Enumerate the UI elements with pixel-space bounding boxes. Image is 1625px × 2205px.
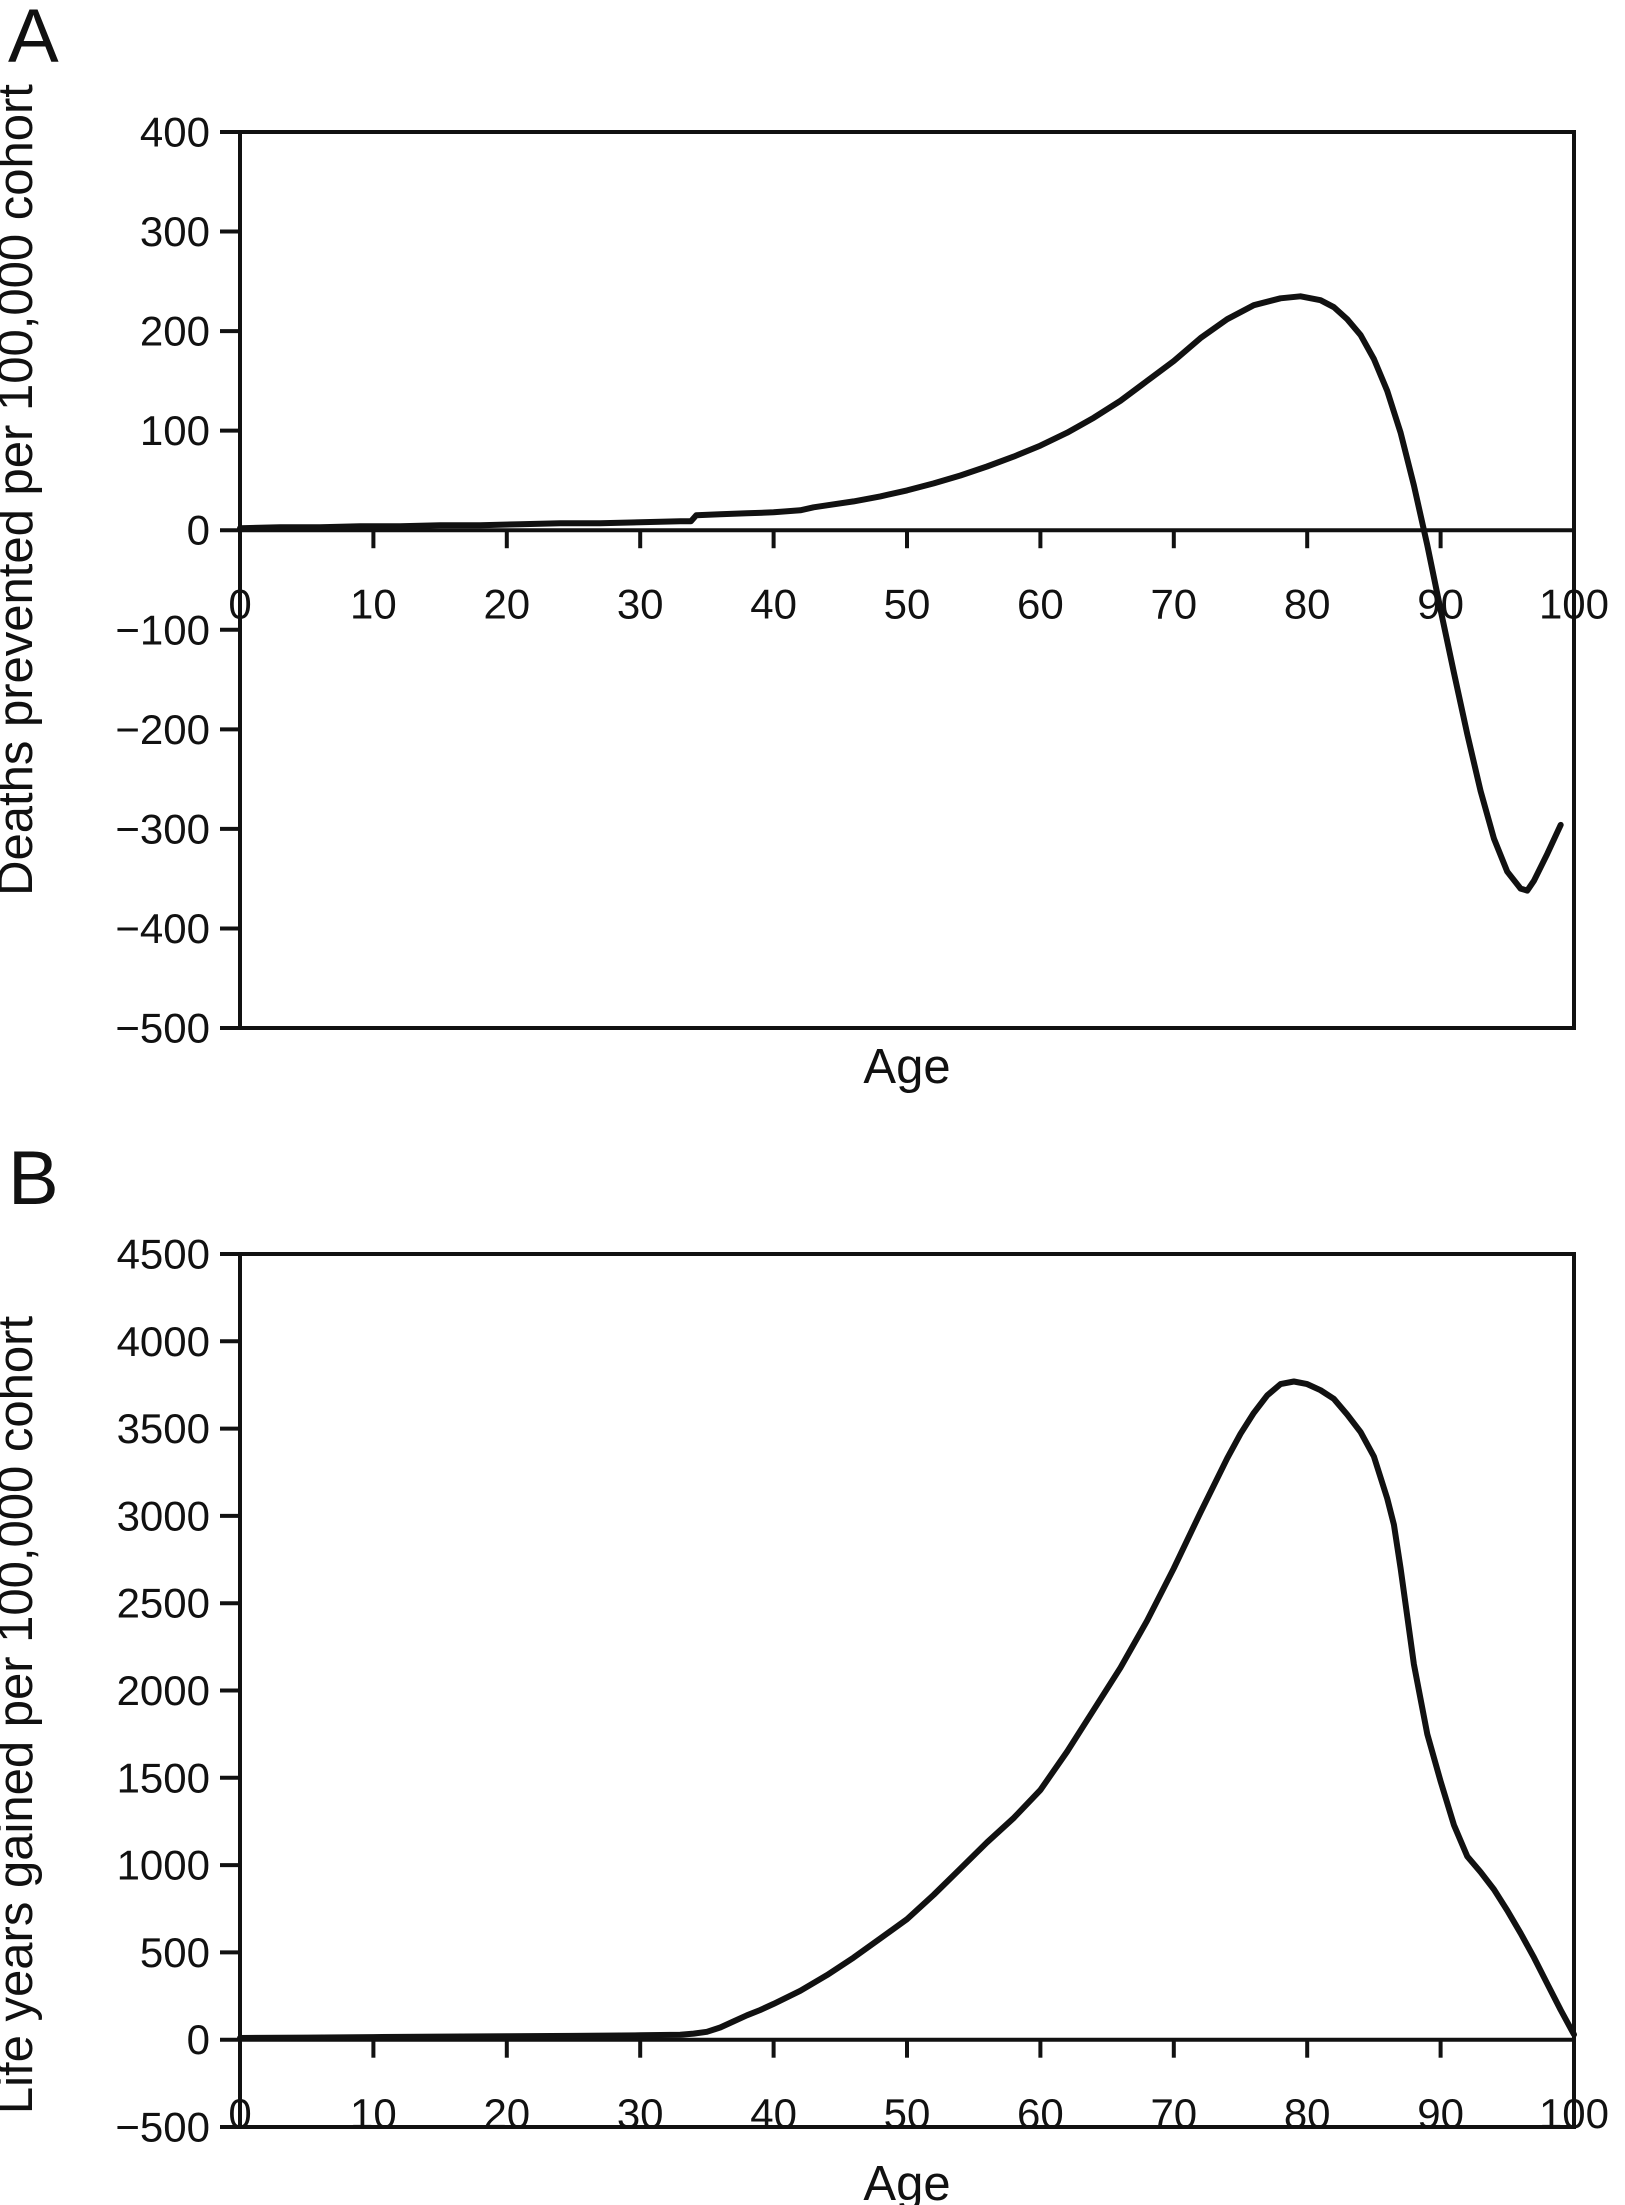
- x-tick-label: 20: [483, 581, 530, 628]
- y-axis-title-b: Life years gained per 100,000 cohort: [0, 1316, 43, 2115]
- plot-frame: [238, 1252, 1576, 2129]
- y-tick-label: −300: [115, 805, 210, 852]
- x-tick-label: 70: [1150, 581, 1197, 628]
- x-axis-title-a: Age: [863, 1040, 950, 1094]
- deaths-prevented-per-100000-cohort-curve: [237, 293, 1564, 894]
- x-tick-label: 80: [1284, 581, 1331, 628]
- y-tick-label: −500: [115, 1005, 210, 1052]
- y-tick-label: 0: [187, 2016, 210, 2063]
- x-tick-label: 80: [1284, 2090, 1331, 2137]
- y-tick-label: 200: [140, 308, 210, 355]
- y-tick-label: 0: [187, 507, 210, 554]
- x-tick-label: 10: [350, 581, 397, 628]
- x-tick-label: 40: [750, 2090, 797, 2137]
- x-tick-label: 50: [884, 581, 931, 628]
- x-tick-label: 60: [1017, 2090, 1064, 2137]
- y-tick-label: −500: [115, 2104, 210, 2151]
- y-tick-label: 4000: [117, 1318, 210, 1365]
- y-tick-label: −100: [115, 606, 210, 653]
- x-tick-label: 20: [483, 2090, 530, 2137]
- x-tick-label: 60: [1017, 581, 1064, 628]
- y-tick-label: 300: [140, 208, 210, 255]
- plot-frame: [238, 130, 1576, 1030]
- x-tick-label: 40: [750, 581, 797, 628]
- x-axis-title-b: Age: [863, 2157, 950, 2205]
- life-years-gained-per-100000-cohort-curve: [237, 1378, 1577, 2041]
- y-tick-label: 500: [140, 1929, 210, 1976]
- y-tick-label: 2500: [117, 1580, 210, 1627]
- x-tick-label: 70: [1150, 2090, 1197, 2137]
- y-tick-label: 1000: [117, 1842, 210, 1889]
- x-tick-label: 90: [1417, 2090, 1464, 2137]
- y-tick-label: 2000: [117, 1667, 210, 1714]
- panel-label-b: B: [8, 1136, 59, 1221]
- x-tick-label: 10: [350, 2090, 397, 2137]
- y-tick-label: 1500: [117, 1754, 210, 1801]
- panel-label-a: A: [8, 0, 59, 79]
- x-tick-label: 50: [884, 2090, 931, 2137]
- x-tick-label: 30: [617, 2090, 664, 2137]
- y-tick-label: 400: [140, 109, 210, 156]
- y-tick-label: 3000: [117, 1492, 210, 1539]
- x-tick-label: 30: [617, 581, 664, 628]
- y-tick-label: 4500: [117, 1231, 210, 1278]
- y-tick-label: −200: [115, 706, 210, 753]
- y-tick-label: 3500: [117, 1405, 210, 1452]
- plot-area-b: 4500 4000 3500 3000 2500 2000 1500 1000 500 0 −500…: [115, 1231, 1609, 2151]
- y-axis-title-a: Deaths prevented per 100,000 cohort: [0, 84, 43, 896]
- y-tick-label: −400: [115, 905, 210, 952]
- y-tick-label: 100: [140, 407, 210, 454]
